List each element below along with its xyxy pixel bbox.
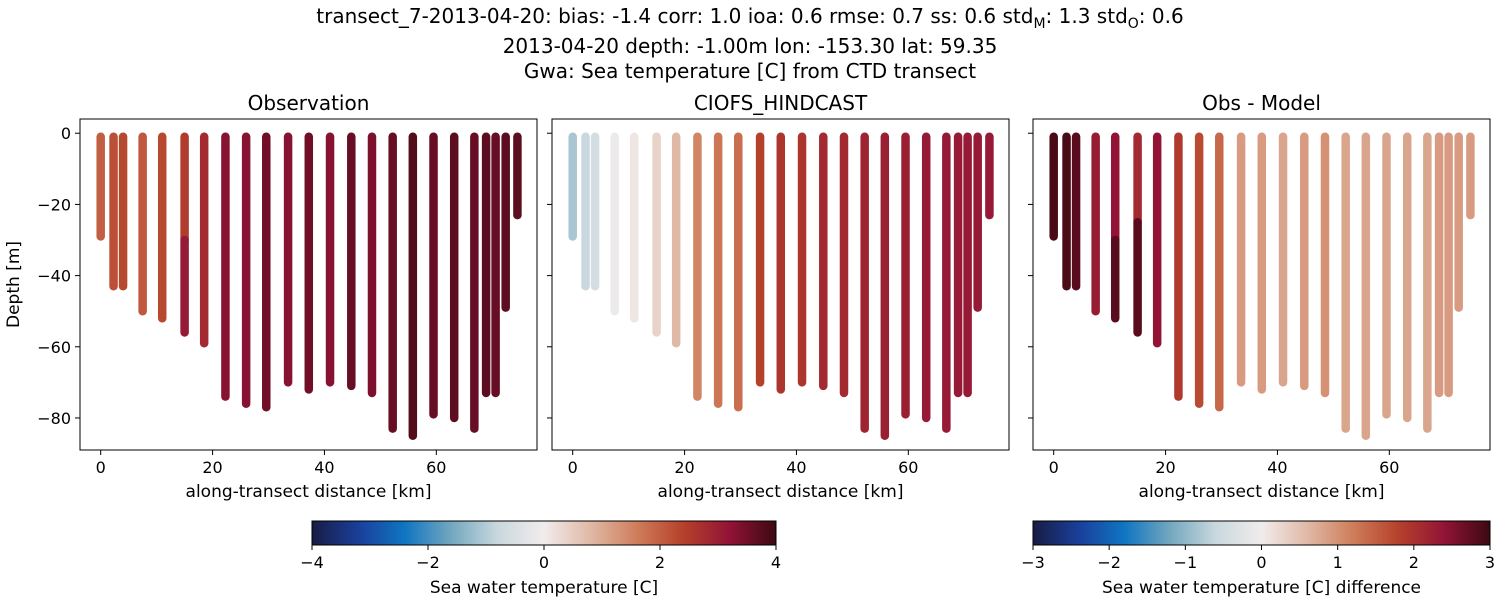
- panel-title: Obs - Model: [1202, 91, 1321, 115]
- colorbar-label: Sea water temperature [C]: [430, 578, 658, 598]
- figure-title-description: Gwa: Sea temperature [C] from CTD transe…: [523, 59, 977, 83]
- colorbar-tick-label: 2: [655, 553, 665, 572]
- panel-2: 0 20 40 60 CIOFS_HINDCAST along-transect dist…: [547, 91, 1010, 502]
- x-tick-label: 20: [674, 458, 694, 477]
- colorbar-diff: −3 −2 −1 0 1 2 3 Sea water temperature [C] diff…: [1021, 520, 1495, 598]
- scatter-points: [1049, 132, 1475, 441]
- y-tick-label: −80: [37, 409, 71, 428]
- y-tick-label: −60: [37, 338, 71, 357]
- x-tick-label: 20: [202, 458, 222, 477]
- x-tick-label: 60: [1379, 458, 1399, 477]
- y-tick-label: −40: [37, 267, 71, 286]
- panel-title: Observation: [248, 91, 370, 115]
- figure-title-metrics: transect_7-2013-04-20: bias: -1.4 corr: …: [316, 4, 1184, 32]
- x-tick-label: 20: [1155, 458, 1175, 477]
- colorbar-tick-label: −3: [1021, 553, 1045, 572]
- colorbar-tick-label: 2: [1409, 553, 1419, 572]
- panel-title: CIOFS_HINDCAST: [694, 91, 868, 115]
- colorbar-tick-label: 0: [539, 553, 549, 572]
- axes-frame: [1032, 118, 1491, 451]
- x-tick-label: 60: [898, 458, 918, 477]
- colorbar-gradient: [311, 520, 777, 546]
- panel-3: 0 20 40 60 Obs - Model along-transect distanc…: [1028, 91, 1491, 502]
- x-tick-label: 40: [1267, 458, 1287, 477]
- panel-1: 0 20 40 60 0 −20 −40 −60 −80 Observation along-tra…: [4, 91, 538, 502]
- y-tick-label: 0: [61, 124, 71, 143]
- x-tick-label: 60: [426, 458, 446, 477]
- x-tick-label: 40: [786, 458, 806, 477]
- colorbar-tick-label: 3: [1485, 553, 1495, 572]
- x-axis-label: along-transect distance [km]: [1139, 482, 1385, 502]
- colorbar-tick-label: 4: [771, 553, 781, 572]
- x-tick-label: 40: [314, 458, 334, 477]
- colorbar-tick-label: 1: [1333, 553, 1343, 572]
- axes-frame: [79, 118, 538, 451]
- axes-frame: [551, 118, 1010, 451]
- colorbar-tick-label: −4: [300, 553, 324, 572]
- y-axis-label: Depth [m]: [4, 241, 24, 328]
- figure-title-location: 2013-04-20 depth: -1.00m lon: -153.30 la…: [502, 34, 998, 58]
- colorbar-label: Sea water temperature [C] difference: [1102, 578, 1421, 598]
- x-axis-label: along-transect distance [km]: [658, 482, 904, 502]
- x-tick-label: 0: [568, 458, 578, 477]
- x-tick-label: 0: [1049, 458, 1059, 477]
- x-axis-label: along-transect distance [km]: [186, 482, 432, 502]
- colorbar-tick-label: −2: [1097, 553, 1121, 572]
- scatter-points: [96, 132, 522, 441]
- colorbar-gradient: [1032, 520, 1491, 546]
- colorbar-temp: −4 −2 0 2 4 Sea water temperature [C]: [300, 520, 781, 598]
- colorbar-tick-label: −1: [1174, 553, 1198, 572]
- colorbar-tick-label: −2: [416, 553, 440, 572]
- x-tick-label: 0: [96, 458, 106, 477]
- colorbar-tick-label: 0: [1256, 553, 1266, 572]
- y-tick-label: −20: [37, 195, 71, 214]
- scatter-points: [568, 132, 994, 441]
